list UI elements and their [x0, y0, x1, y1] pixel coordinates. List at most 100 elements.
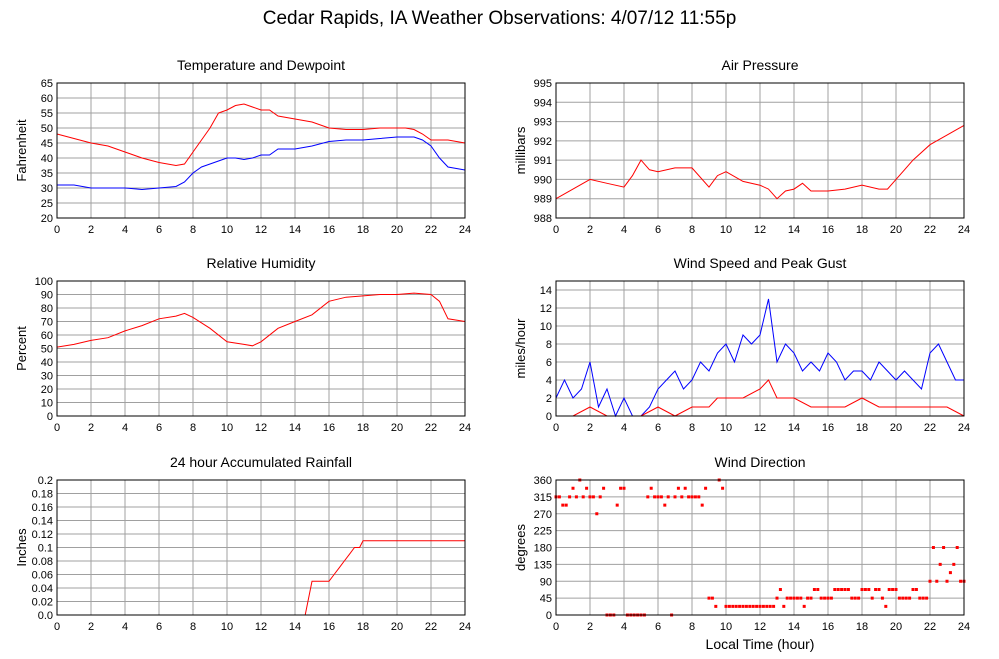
- wind-xtick-label: 22: [924, 422, 936, 434]
- rainfall-xtick-label: 12: [255, 621, 267, 633]
- direction-point: [727, 604, 731, 608]
- rainfall-xtick-label: 4: [122, 621, 128, 633]
- humidity-xtick-label: 0: [54, 422, 60, 434]
- direction-point: [891, 588, 895, 591]
- wind-xtick-label: 12: [754, 422, 766, 434]
- direction-point: [802, 604, 806, 608]
- wind-xtick-label: 10: [720, 422, 732, 434]
- direction-point: [731, 604, 735, 608]
- direction-point: [816, 588, 820, 591]
- direction-xtick-label: 8: [689, 621, 695, 633]
- direction-point: [666, 495, 670, 499]
- direction-point: [799, 596, 803, 600]
- direction-point: [585, 486, 589, 490]
- wind-xtick-label: 8: [689, 422, 695, 434]
- temperature-ytick-label: 40: [41, 153, 53, 165]
- temperature-xtick-label: 24: [459, 224, 471, 236]
- rainfall-ytick-label: 0.0: [38, 610, 53, 622]
- humidity-xtick-label: 8: [190, 422, 196, 434]
- rainfall-ytick-label: 0.08: [32, 556, 53, 568]
- wind-ytick-label: 4: [546, 375, 552, 387]
- direction-point: [571, 486, 575, 490]
- temperature-xtick-label: 22: [425, 224, 437, 236]
- wind-ytick-label: 8: [546, 339, 552, 351]
- humidity-xtick-label: 16: [323, 422, 335, 434]
- direction-point: [955, 546, 959, 549]
- direction-point: [870, 596, 874, 600]
- wind-ytick-label: 2: [546, 393, 552, 405]
- rainfall-xtick-label: 2: [88, 621, 94, 633]
- direction-point: [734, 604, 738, 608]
- temperature-ytick-label: 50: [41, 123, 53, 135]
- direction-point: [602, 486, 606, 490]
- direction-point: [880, 596, 884, 600]
- humidity-xtick-label: 12: [255, 422, 267, 434]
- temperature-xtick-label: 2: [88, 224, 94, 236]
- direction-point: [765, 604, 769, 608]
- temperature-ytick-label: 45: [41, 138, 53, 150]
- pressure-ylabel: millibars: [513, 126, 528, 174]
- direction-point: [904, 596, 908, 600]
- direction-ytick-label: 270: [534, 509, 552, 521]
- rainfall-xtick-label: 16: [323, 621, 335, 633]
- temperature-title: Temperature and Dewpoint: [177, 57, 345, 73]
- direction-ytick-label: 180: [534, 543, 552, 555]
- pressure-series-line: [555, 124, 965, 200]
- temperature-xtick-label: 4: [122, 224, 128, 236]
- rainfall-ytick-label: 0.1: [38, 543, 53, 555]
- direction-point: [663, 503, 667, 507]
- pressure-xtick-label: 2: [587, 224, 593, 236]
- direction-point: [928, 579, 932, 583]
- temperature-xtick-label: 0: [54, 224, 60, 236]
- humidity-xtick-label: 4: [122, 422, 128, 434]
- humidity-ytick-label: 60: [41, 330, 53, 342]
- wind-xtick-label: 18: [856, 422, 868, 434]
- direction-point: [795, 596, 799, 600]
- direction-xtick-label: 6: [655, 621, 661, 633]
- direction-point: [744, 604, 748, 608]
- pressure-ytick-label: 994: [534, 97, 552, 109]
- humidity-ytick-label: 50: [41, 344, 53, 356]
- rainfall-xtick-label: 0: [54, 621, 60, 633]
- pressure-xtick-label: 10: [720, 224, 732, 236]
- humidity-series-line: [56, 292, 466, 348]
- humidity-xtick-label: 14: [289, 422, 301, 434]
- temperature-series-line: [56, 103, 466, 167]
- direction-point: [676, 486, 680, 490]
- humidity-ytick-label: 40: [41, 357, 53, 369]
- pressure-xtick-label: 0: [553, 224, 559, 236]
- wind-xtick-label: 2: [587, 422, 593, 434]
- direction-point: [772, 604, 776, 608]
- direction-point: [690, 495, 694, 499]
- direction-point: [673, 495, 677, 499]
- rainfall-series-line: [57, 540, 465, 616]
- rainfall-ytick-label: 0.18: [32, 489, 53, 501]
- wind-ytick-label: 10: [540, 321, 552, 333]
- temperature-series-line: [57, 136, 466, 191]
- direction-point: [700, 503, 704, 507]
- direction-point: [860, 588, 864, 591]
- direction-point: [931, 546, 935, 549]
- direction-point: [564, 503, 568, 507]
- wind-ytick-label: 0: [546, 411, 552, 423]
- rainfall-ytick-label: 0.12: [32, 529, 53, 541]
- wind-xtick-label: 4: [621, 422, 627, 434]
- direction-point: [823, 596, 827, 600]
- direction-frame: [555, 479, 965, 616]
- direction-point: [935, 579, 939, 583]
- wind-series-line: [555, 298, 964, 418]
- direction-xtick-label: 20: [890, 621, 902, 633]
- temperature-xtick-label: 10: [221, 224, 233, 236]
- temperature-xtick-label: 18: [357, 224, 369, 236]
- rainfall-frame: [56, 479, 466, 616]
- direction-xtick-label: 12: [754, 621, 766, 633]
- direction-point: [768, 604, 772, 608]
- direction-point: [653, 495, 657, 499]
- direction-point: [697, 495, 701, 499]
- direction-point: [649, 486, 653, 490]
- direction-title: Wind Direction: [714, 454, 805, 470]
- pressure-ytick-label: 988: [534, 213, 552, 225]
- direction-point: [622, 486, 626, 490]
- direction-ylabel: degrees: [513, 524, 528, 571]
- direction-point: [853, 596, 857, 600]
